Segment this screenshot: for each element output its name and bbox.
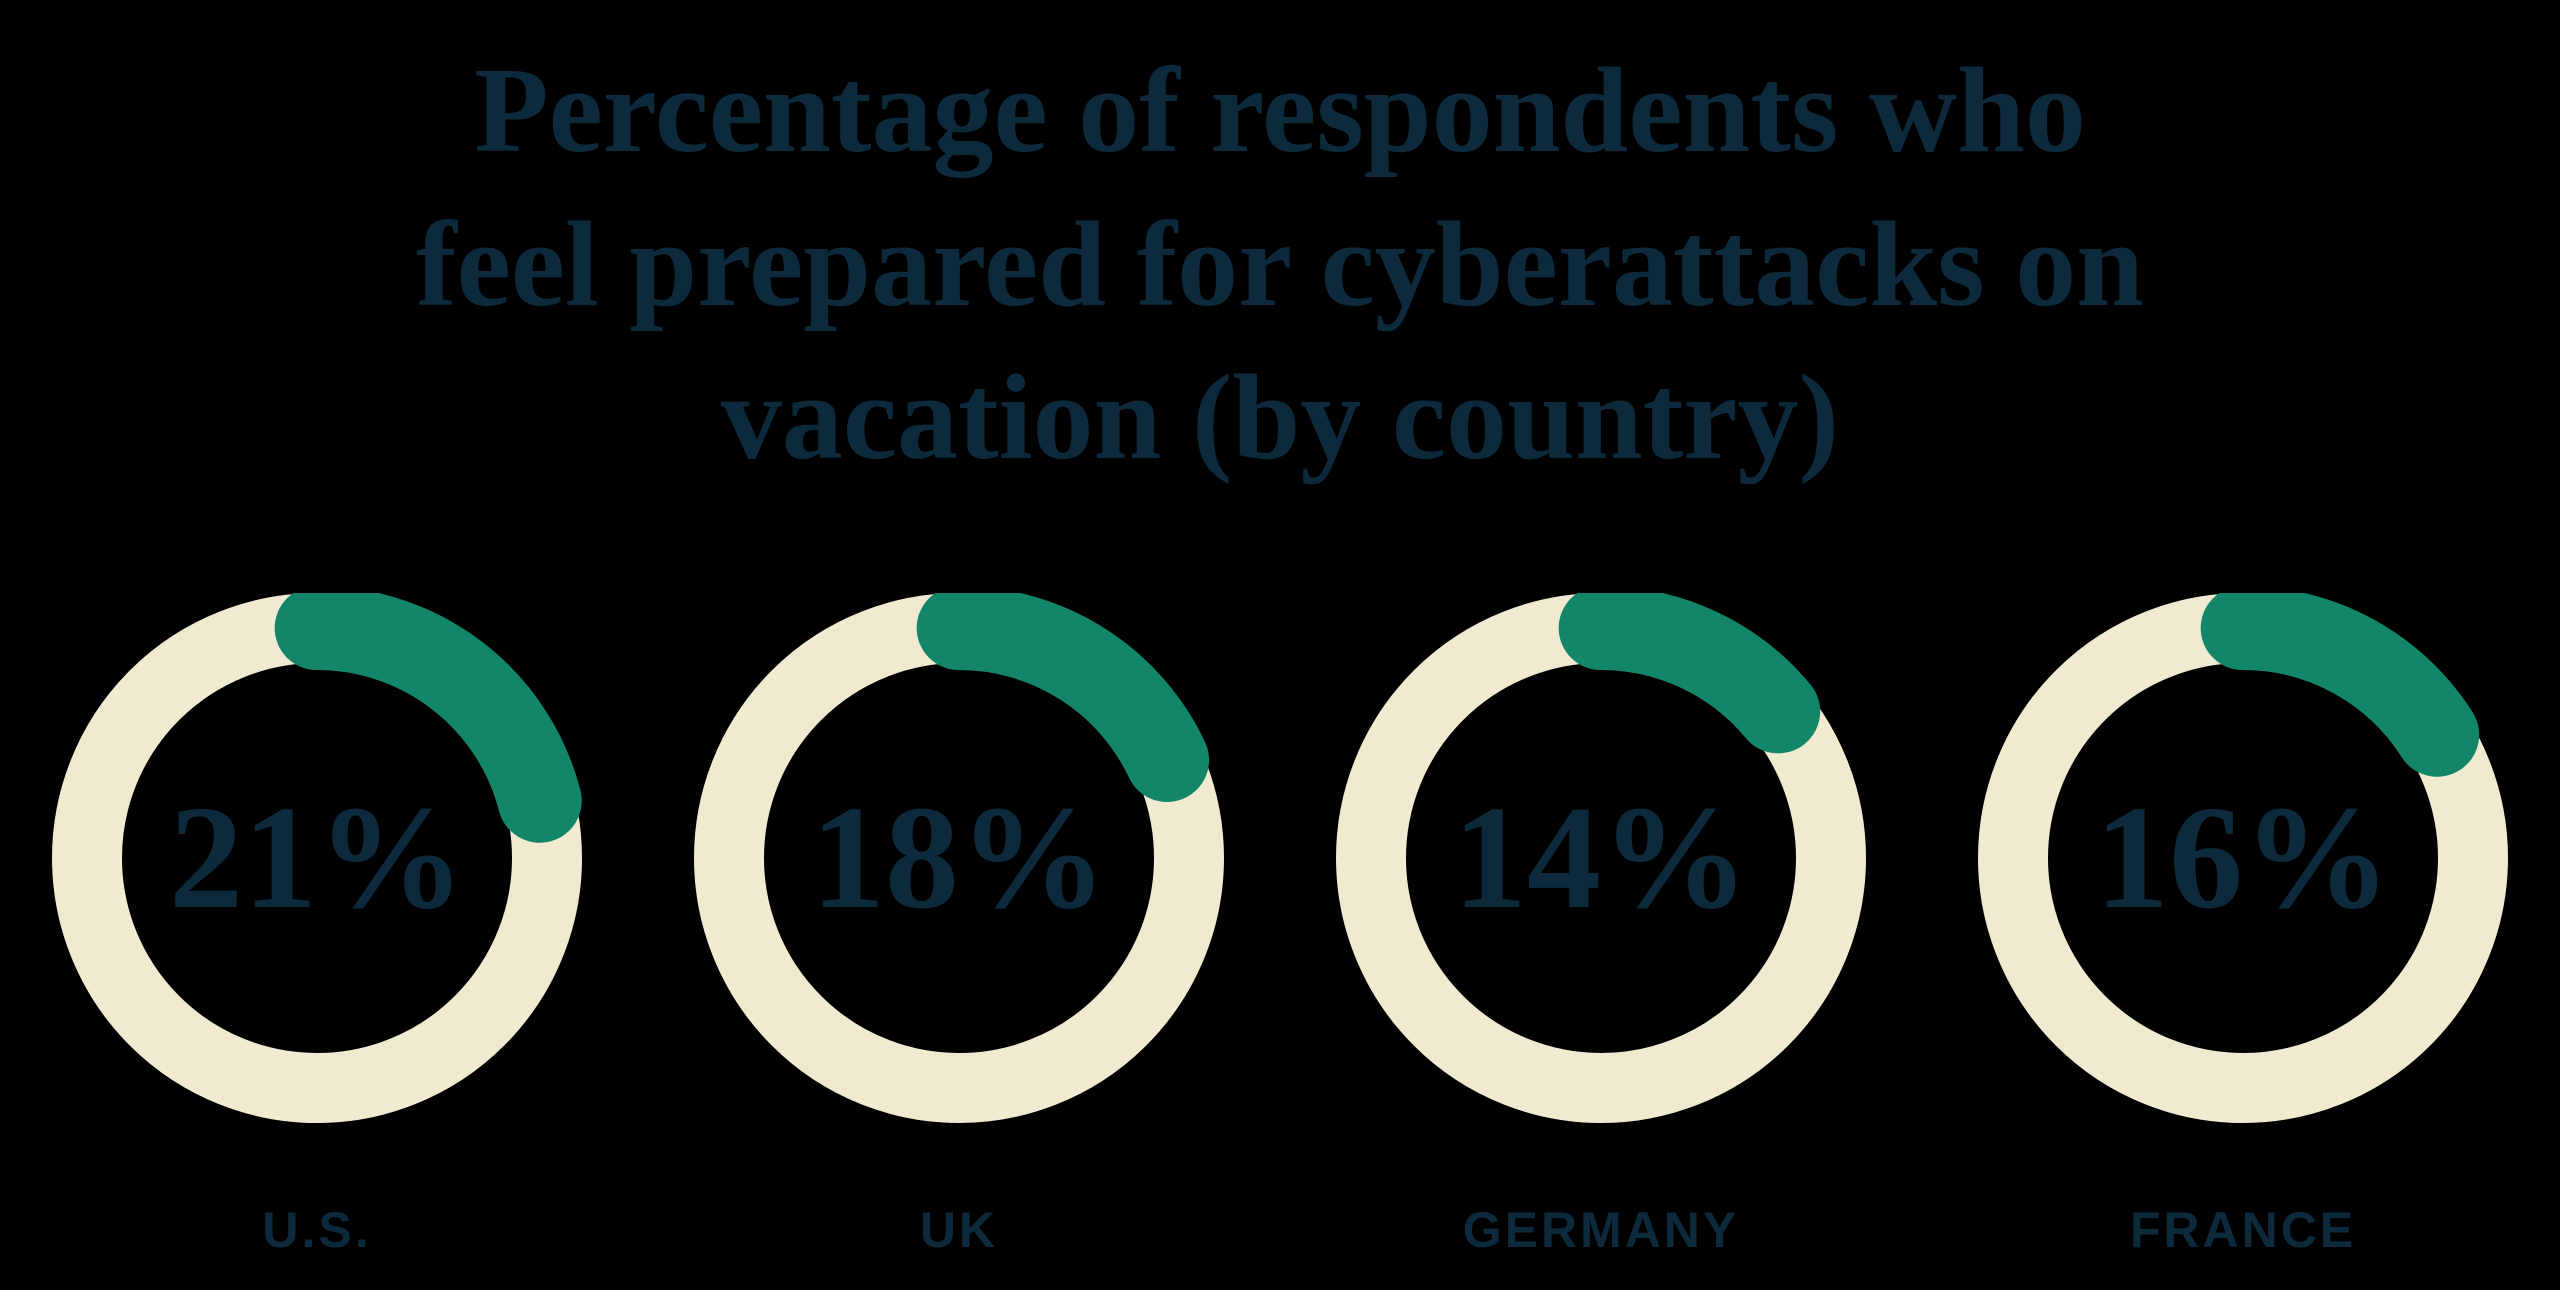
donut-france-percent: 16% [2095, 776, 2391, 940]
donut-france-svg [1978, 593, 2508, 1123]
chart-title: Percentage of respondents who feel prepa… [0, 34, 2560, 495]
donut-uk: 18% UK [694, 593, 1224, 1255]
donut-france: 16% FRANCE [1978, 593, 2508, 1255]
donut-germany-country-label: GERMANY [1462, 1202, 1740, 1258]
chart-title-line-2: feel prepared for cyberattacks on [415, 196, 2144, 332]
donut-germany: 14% GERMANY [1336, 593, 1866, 1255]
donut-us-percent: 21% [169, 776, 465, 940]
chart-title-line-1: Percentage of respondents who [474, 43, 2086, 178]
donut-france-country-label: FRANCE [2129, 1202, 2357, 1258]
donut-us-country-label: U.S. [262, 1202, 372, 1258]
donut-us-value-arc [52, 593, 582, 1123]
donut-uk-percent: 18% [811, 776, 1107, 940]
donut-germany-percent: 14% [1453, 776, 1749, 940]
chart-title-line-3: vacation (by country) [720, 350, 1840, 486]
donut-uk-svg [694, 593, 1224, 1123]
donut-germany-value-arc [1336, 593, 1866, 1123]
donut-us: 21% U.S. [52, 593, 582, 1255]
donut-us-svg [52, 593, 582, 1123]
donut-uk-value-arc [694, 593, 1224, 1123]
donut-germany-svg [1336, 593, 1866, 1123]
donut-uk-country-label: UK [919, 1202, 999, 1258]
donut-row: 21% U.S. 18% UK 14% GERMANY 16% [52, 593, 2508, 1255]
donut-france-value-arc [1978, 593, 2508, 1123]
